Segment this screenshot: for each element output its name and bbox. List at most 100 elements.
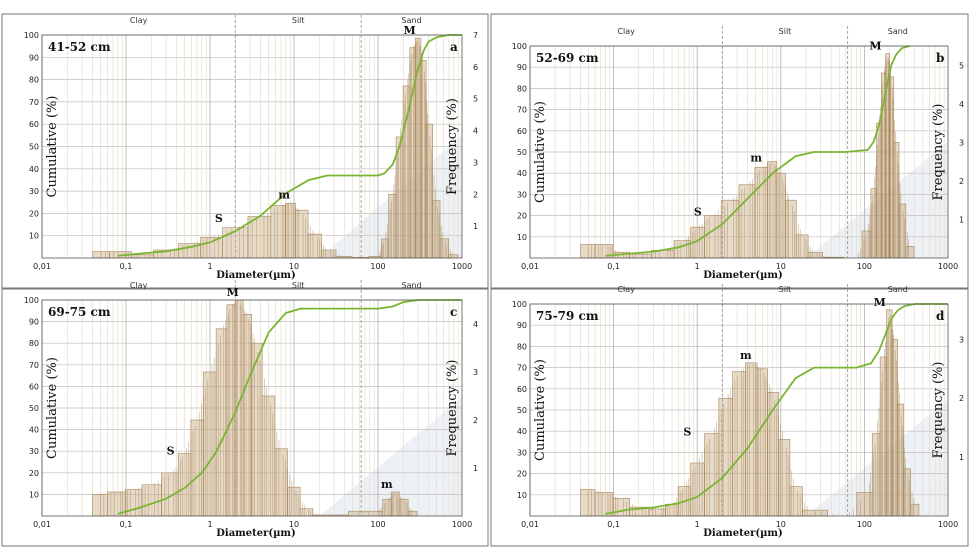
frequency-bar	[580, 489, 596, 517]
y-tick-label-left: 90	[517, 321, 527, 330]
y-tick-label-left: 100	[512, 300, 527, 309]
y-tick-label-left: 50	[517, 406, 527, 415]
frequency-bar	[802, 509, 828, 517]
y-tick-label-left: 60	[517, 385, 527, 394]
y-tick-label-left: 80	[517, 342, 527, 351]
x-tick-label: 0,01	[521, 262, 539, 271]
depth-label: 52-69 cm	[536, 51, 599, 65]
zone-label-clay: Clay	[617, 285, 635, 294]
x-axis-label: Diameter(µm)	[703, 270, 783, 281]
y-tick-label-left: 10	[29, 232, 39, 241]
y-tick-label-left: 40	[29, 426, 39, 435]
y-tick-label-left: 70	[29, 98, 39, 107]
x-tick-label: 1000	[452, 520, 472, 529]
y-tick-label-left: 40	[517, 427, 527, 436]
peak-label: S	[167, 444, 175, 457]
cumulative-line	[117, 299, 462, 515]
y-tick-label-left: 80	[29, 76, 39, 85]
frequency-bar	[648, 508, 666, 517]
frequency-bar	[861, 230, 872, 259]
plot-frame	[529, 303, 949, 517]
cumulative-line	[117, 34, 462, 257]
y-tick-label-right: 4	[473, 127, 478, 136]
plot-frame	[41, 34, 463, 259]
peak-label: S	[215, 212, 223, 225]
zone-label-silt: Silt	[292, 16, 305, 25]
y-axis-label-left: Cumulative (%)	[45, 357, 60, 459]
y-tick-label-left: 20	[517, 212, 527, 221]
x-tick-label: 100	[857, 262, 872, 271]
zone-label-silt: Silt	[292, 281, 305, 290]
y-tick-label-right: 7	[473, 31, 478, 40]
x-tick-label: 100	[370, 262, 385, 271]
y-tick-label-left: 40	[517, 169, 527, 178]
y-tick-label-right: 6	[473, 63, 478, 72]
y-tick-label-left: 20	[29, 209, 39, 218]
plot-frame	[41, 299, 463, 517]
peak-label: m	[750, 151, 762, 164]
panel-frame	[1, 13, 489, 289]
y-tick-label-right: 4	[473, 320, 478, 329]
zone-label-clay: Clay	[130, 16, 148, 25]
x-tick-label: 100	[857, 520, 872, 529]
y-tick-label-right: 2	[473, 416, 478, 425]
peak-label: m	[381, 478, 393, 491]
x-tick-label: 10	[289, 262, 299, 271]
x-tick-label: 0,1	[607, 520, 620, 529]
depth-label: 69-75 cm	[48, 305, 111, 319]
frequency-bar	[270, 205, 286, 259]
zone-label-clay: Clay	[130, 281, 148, 290]
frequency-bar	[161, 472, 179, 517]
peak-label: M	[869, 40, 881, 53]
y-tick-label-left: 30	[517, 190, 527, 199]
y-tick-label-right: 1	[473, 222, 478, 231]
x-tick-label: 1	[695, 262, 700, 271]
panel-letter: a	[450, 40, 458, 54]
y-tick-label-left: 60	[29, 120, 39, 129]
y-tick-label-left: 90	[29, 53, 39, 62]
y-tick-label-left: 30	[29, 447, 39, 456]
y-tick-label-right: 3	[959, 335, 964, 344]
cumulative-line	[605, 303, 948, 515]
y-tick-label-right: 5	[959, 61, 964, 70]
y-axis-label-left: Cumulative (%)	[45, 96, 60, 198]
peak-label: m	[278, 188, 290, 201]
peak-label: M	[874, 296, 886, 309]
x-tick-label: 1	[207, 520, 212, 529]
y-tick-label-right: 2	[959, 394, 964, 403]
y-tick-label-left: 60	[517, 127, 527, 136]
y-tick-label-left: 60	[29, 382, 39, 391]
y-axis-label-left: Cumulative (%)	[533, 359, 548, 461]
x-tick-label: 0,1	[120, 520, 133, 529]
y-tick-label-right: 5	[473, 95, 478, 104]
cumulative-line	[605, 45, 911, 257]
frequency-bar	[580, 244, 596, 259]
y-tick-label-left: 90	[517, 63, 527, 72]
y-tick-label-left: 80	[517, 84, 527, 93]
y-tick-label-left: 70	[517, 364, 527, 373]
x-tick-label: 1000	[938, 520, 958, 529]
peak-label: M	[403, 24, 415, 37]
frequency-bar	[856, 492, 873, 517]
y-tick-label-right: 1	[959, 215, 964, 224]
plot-frame	[529, 45, 949, 259]
plot-shading	[805, 141, 948, 258]
frequency-bar	[222, 227, 249, 259]
y-tick-label-left: 50	[29, 143, 39, 152]
frequency-bar	[348, 510, 384, 517]
plot-shading	[319, 397, 462, 516]
y-tick-label-left: 80	[29, 339, 39, 348]
zone-label-sand: Sand	[888, 27, 908, 36]
x-tick-label: 0,01	[521, 520, 539, 529]
frequency-bar	[448, 254, 459, 259]
y-tick-label-left: 40	[29, 165, 39, 174]
chart-panel-c: Clay Silt Sand 10 20 30 40 50 60 70 80 90 100 1 2 3 4 0,0…	[24, 280, 478, 539]
x-tick-label: 10	[776, 520, 786, 529]
x-tick-label: 1000	[938, 262, 958, 271]
y-axis-label-left: Cumulative (%)	[533, 101, 548, 203]
y-tick-label-left: 30	[29, 187, 39, 196]
peak-label: S	[694, 205, 702, 218]
y-tick-label-left: 70	[517, 106, 527, 115]
y-tick-label-left: 100	[512, 42, 527, 51]
